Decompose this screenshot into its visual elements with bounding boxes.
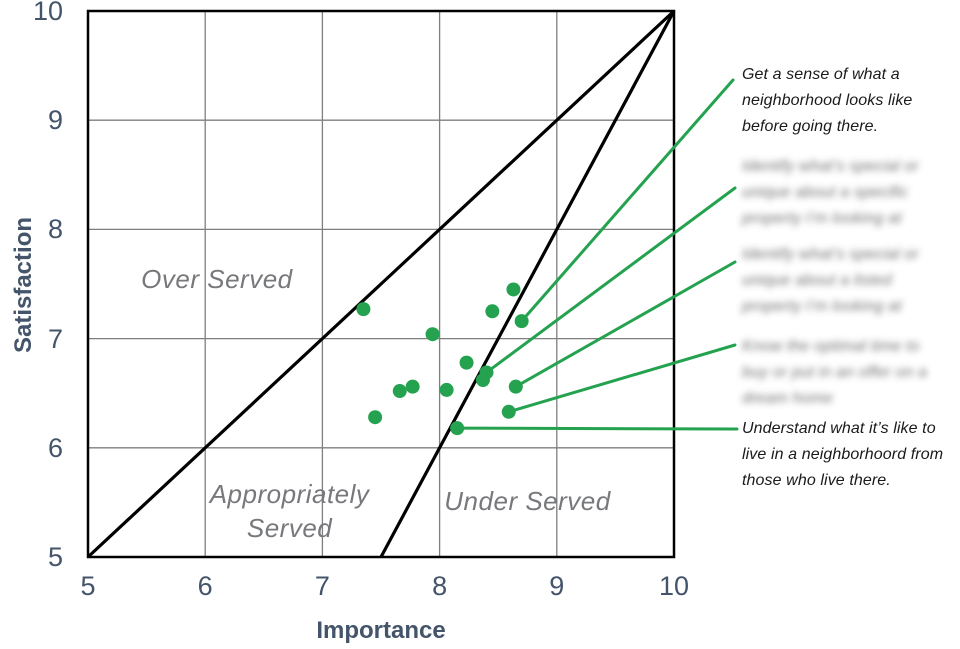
annotation-identify-listed-blurred: Identify what’s special or unique about … bbox=[742, 242, 960, 320]
leader-line bbox=[507, 343, 737, 414]
region-label-text: Served bbox=[246, 513, 333, 544]
y-tick-label: 5 bbox=[47, 542, 63, 572]
annotation-line: Understand what it’s like to bbox=[742, 420, 936, 437]
annotation-identify-special-blurred: Identify what’s special or unique about … bbox=[742, 154, 960, 232]
data-point bbox=[508, 379, 523, 394]
y-tick-label: 8 bbox=[47, 214, 63, 245]
x-tick-label: 5 bbox=[80, 571, 96, 601]
annotation-line: dream home bbox=[742, 390, 833, 407]
region-label-text: Over Served bbox=[141, 263, 293, 294]
annotation-get-a-sense: Get a sense of what a neighborhood looks… bbox=[742, 62, 960, 140]
data-point bbox=[439, 382, 454, 397]
x-tick-label: 9 bbox=[549, 571, 565, 601]
annotation-line: property I’m looking at bbox=[742, 298, 902, 315]
y-tick-label: 9 bbox=[47, 105, 63, 136]
annotation-line: buy or put in an offer on a bbox=[742, 364, 928, 381]
region-label-over-served: Over Served bbox=[67, 262, 367, 296]
annotation-line: unique about a listed bbox=[742, 272, 892, 289]
leader-line bbox=[455, 426, 739, 431]
leader-line bbox=[484, 186, 737, 374]
parity-diagonal bbox=[86, 9, 676, 559]
data-point bbox=[392, 384, 407, 399]
annotation-line: live in a neighborhoord from bbox=[742, 446, 944, 463]
x-tick-label: 8 bbox=[432, 571, 448, 601]
data-point bbox=[405, 379, 420, 394]
data-point bbox=[356, 302, 371, 317]
annotation-line: Identify what’s special or bbox=[742, 246, 919, 263]
region-label-text: Appropriately bbox=[209, 479, 370, 510]
leader-line bbox=[520, 78, 735, 323]
data-point bbox=[485, 304, 500, 319]
annotation-line: unique about a specific bbox=[742, 184, 908, 201]
annotation-line: Identify what’s special or bbox=[742, 158, 919, 175]
data-point bbox=[501, 404, 516, 419]
annotation-line: neighborhood looks like bbox=[742, 92, 913, 109]
y-tick-label: 7 bbox=[47, 323, 63, 354]
annotation-line: Get a sense of what a bbox=[742, 66, 900, 83]
x-tick-label: 6 bbox=[197, 571, 213, 601]
data-point bbox=[506, 282, 521, 297]
region-label-under-served: Under Served bbox=[378, 484, 678, 518]
x-tick-label: 7 bbox=[314, 571, 330, 601]
annotation-line: before going there. bbox=[742, 118, 879, 135]
region-label-text: Under Served bbox=[444, 486, 611, 517]
data-point bbox=[450, 421, 465, 436]
y-tick-label: 6 bbox=[47, 432, 63, 463]
x-axis-title: Importance bbox=[316, 617, 446, 644]
steep-diagonal bbox=[379, 10, 676, 558]
y-tick-label: 10 bbox=[32, 0, 63, 26]
data-point bbox=[514, 314, 529, 329]
annotation-line: property I’m looking at bbox=[742, 210, 902, 227]
annotation-understand-neighborhood: Understand what it’s like to live in a n… bbox=[742, 416, 960, 494]
annotation-line: those who live there. bbox=[742, 472, 891, 489]
x-tick-label: 10 bbox=[658, 571, 690, 601]
annotation-line: Know the optimal time to bbox=[742, 338, 920, 355]
annotation-know-optimal-time-blurred: Know the optimal time to buy or put in a… bbox=[742, 334, 960, 412]
data-point bbox=[459, 355, 474, 370]
region-label-appropriately-served: Appropriately Served bbox=[140, 477, 440, 545]
data-point bbox=[368, 410, 383, 425]
data-point bbox=[475, 373, 490, 388]
data-point bbox=[425, 327, 440, 342]
leader-line bbox=[514, 260, 737, 389]
